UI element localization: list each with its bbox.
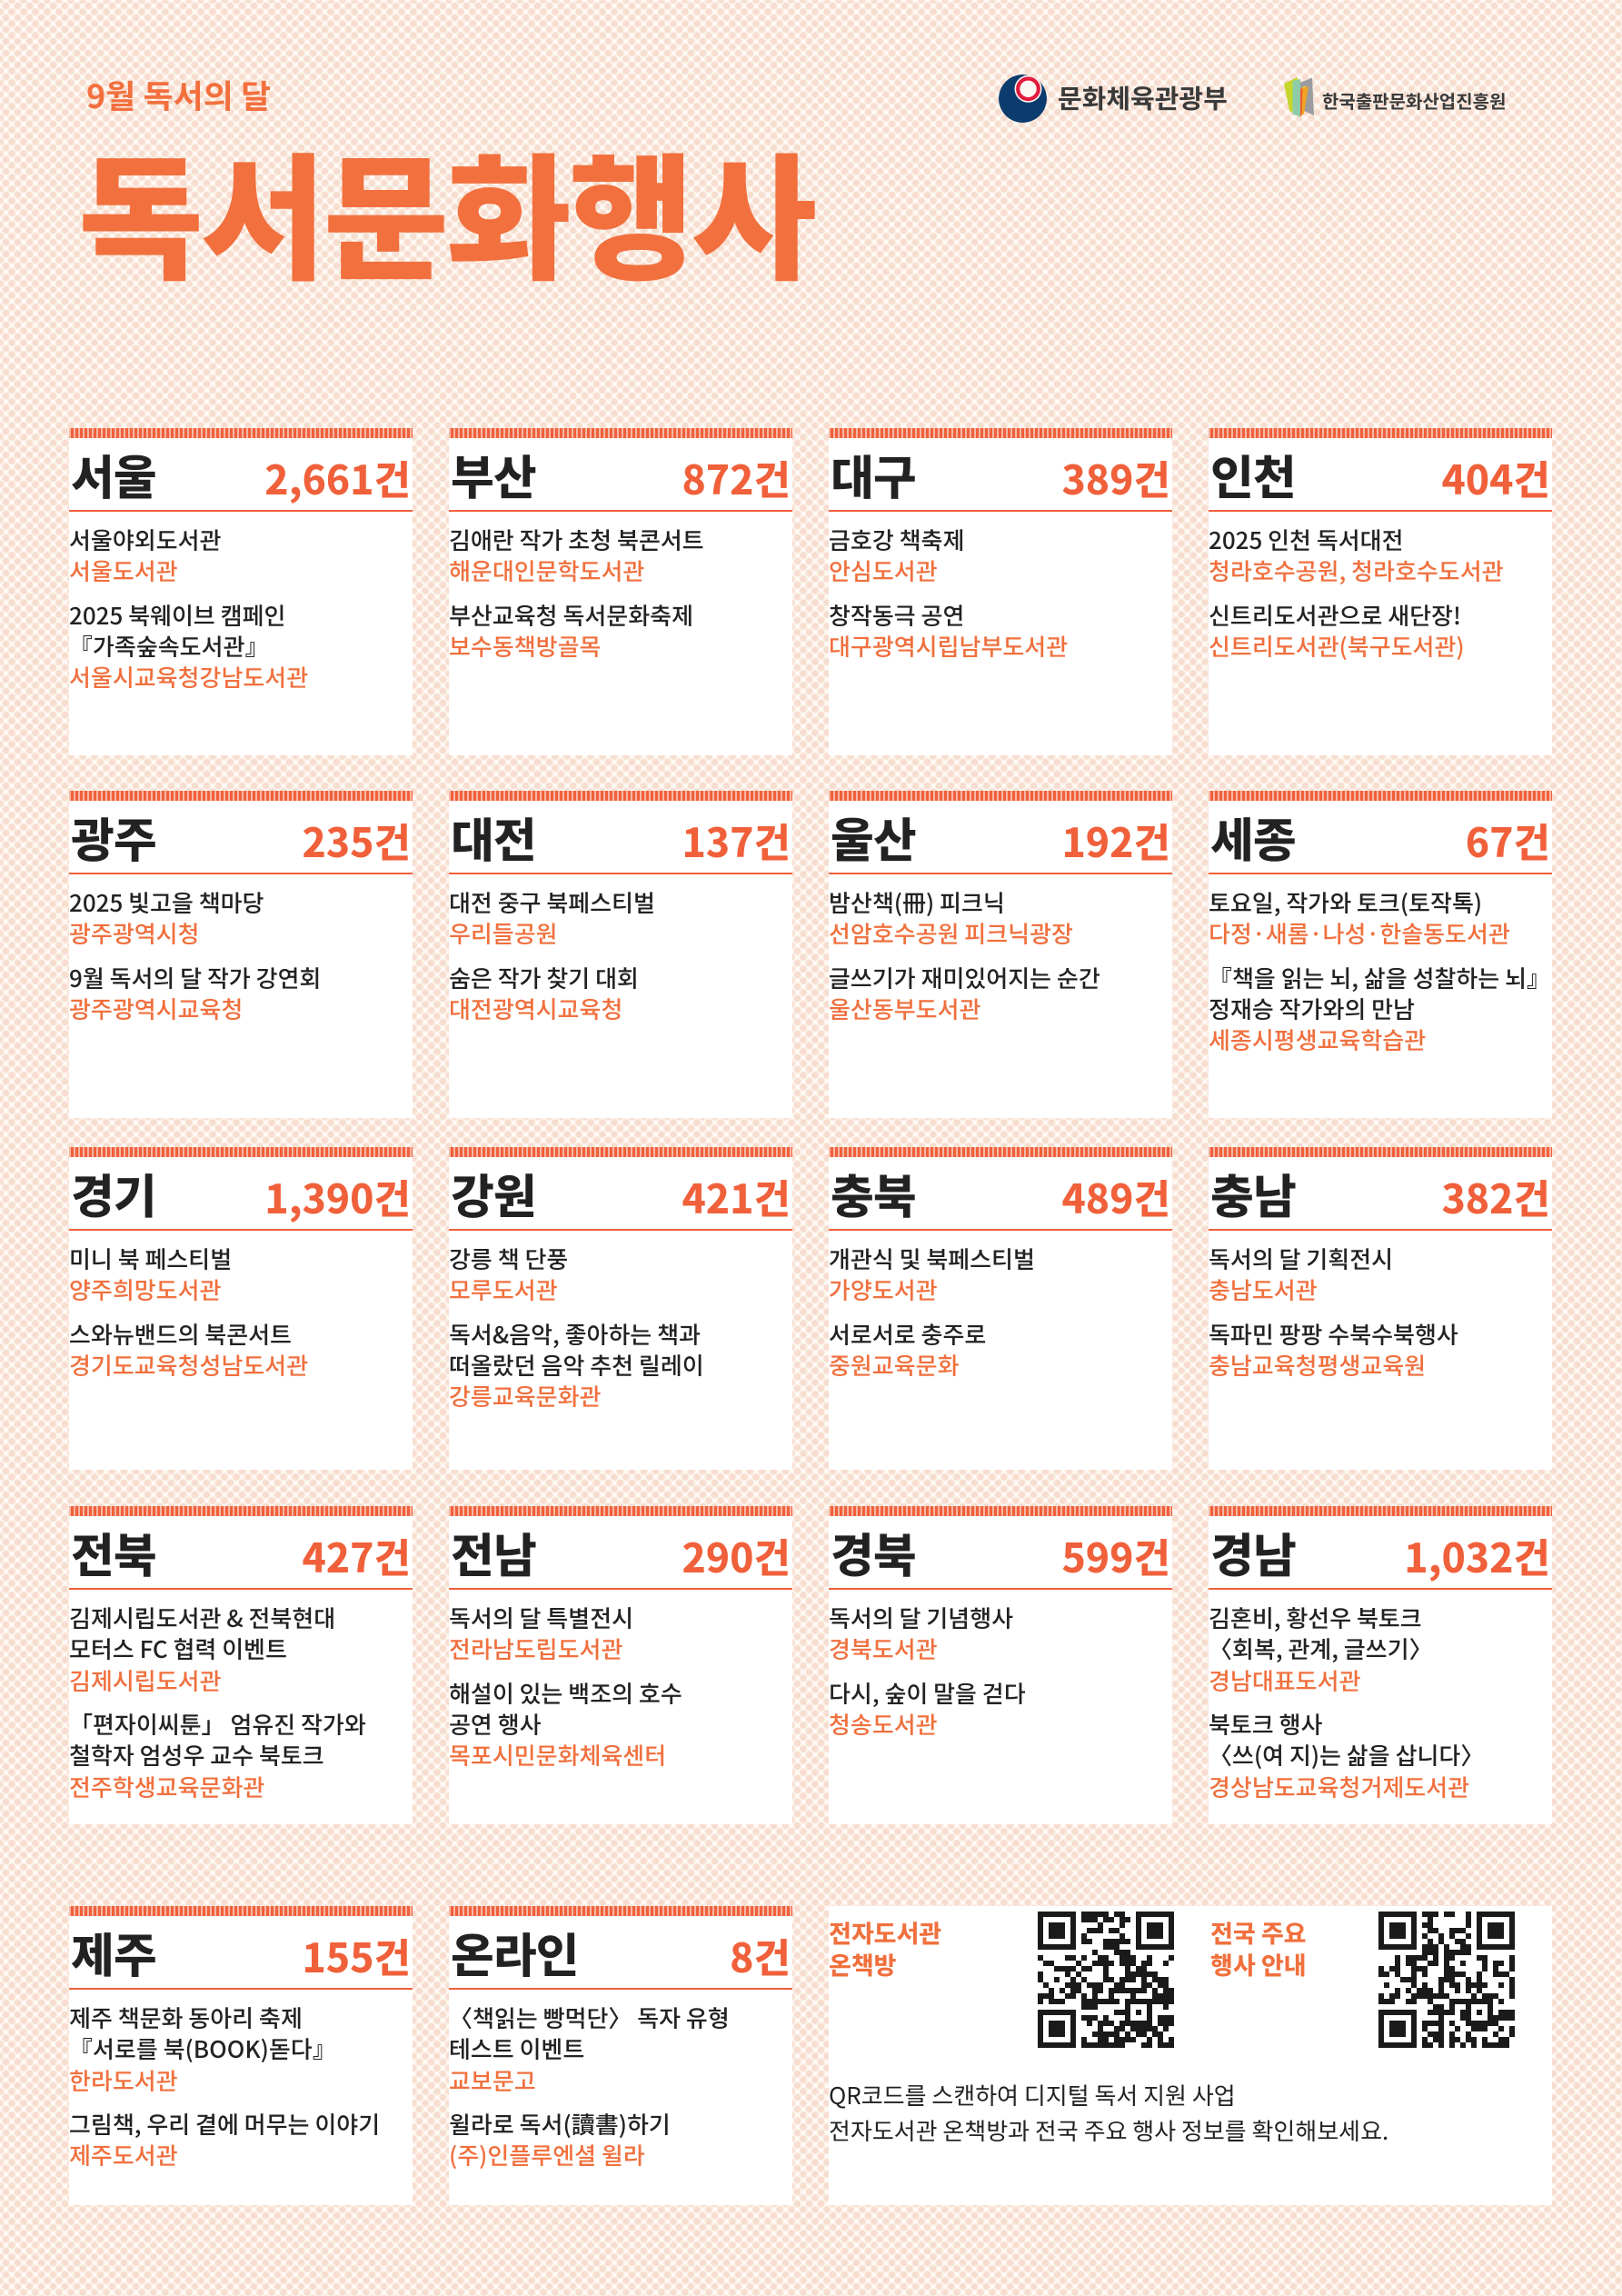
svg-text:한국출판문화산업진흥원: 한국출판문화산업진흥원 [1322,87,1506,114]
svg-text:문화체육관광부: 문화체육관광부 [1058,78,1228,116]
